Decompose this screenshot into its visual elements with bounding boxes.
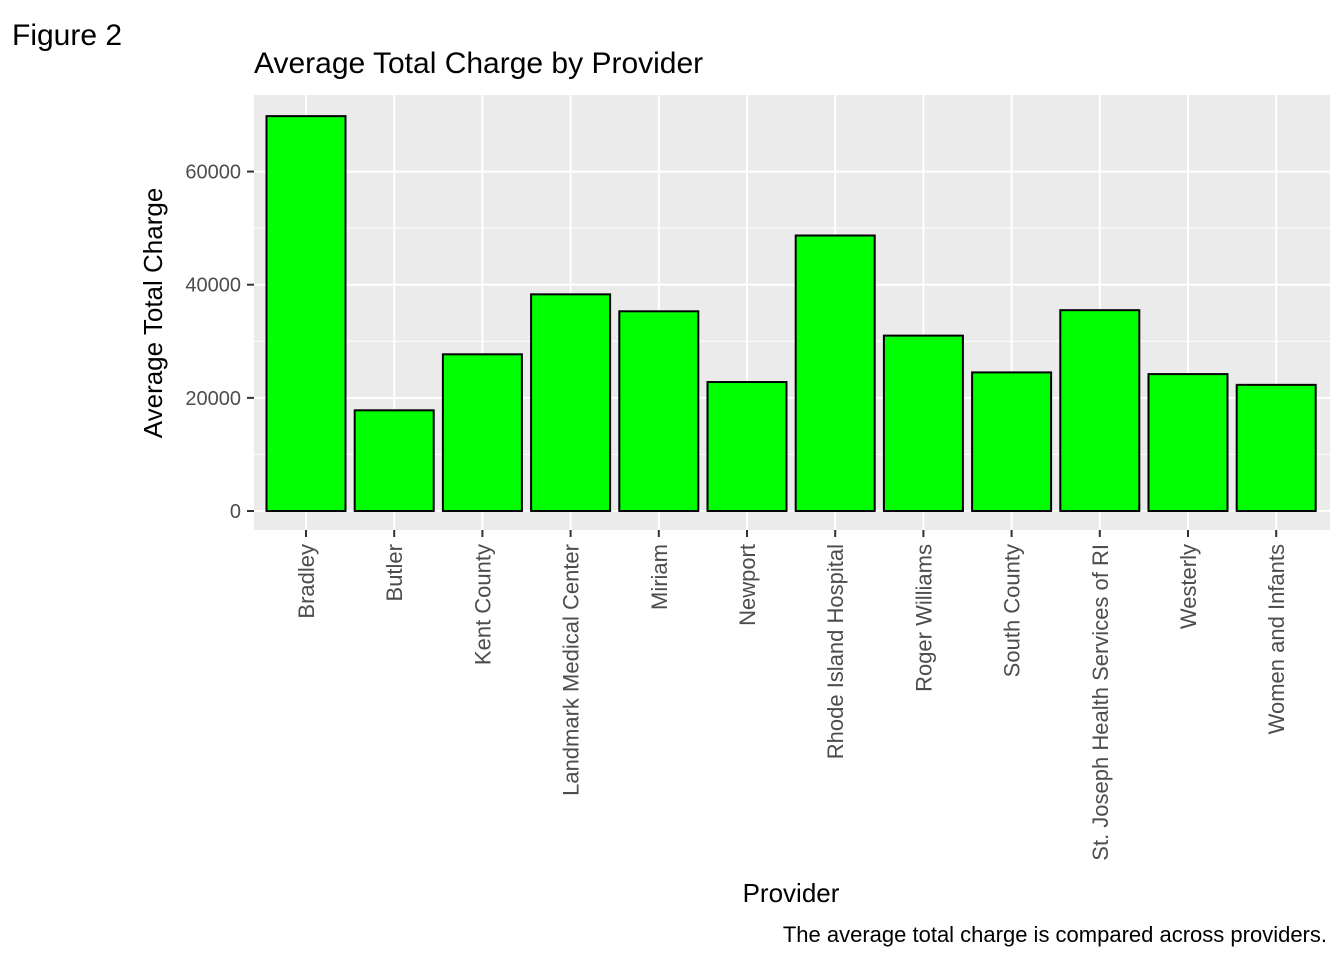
x-tick-label: Butler: [382, 544, 407, 601]
caption: The average total charge is compared acr…: [783, 922, 1327, 947]
y-tick-label: 60000: [185, 162, 241, 184]
y-tick-label: 40000: [185, 275, 241, 297]
bars: [265, 115, 1317, 513]
bar: [265, 115, 347, 512]
bar: [353, 409, 435, 512]
x-tick-label: Landmark Medical Center: [559, 544, 584, 796]
bar: [1059, 309, 1141, 512]
x-tick-label: Women and Infants: [1264, 544, 1289, 734]
y-axis: 0 20000 40000 60000: [185, 162, 254, 523]
bar: [971, 371, 1053, 512]
x-tick-label: South County: [1000, 544, 1025, 677]
x-tick-label: Miriam: [647, 544, 672, 610]
x-tick-label: Roger Williams: [911, 544, 936, 692]
bar: [882, 334, 964, 512]
chart-title: Average Total Charge by Provider: [254, 47, 703, 80]
y-axis-title: Average Total Charge: [138, 188, 168, 439]
y-tick-label: 20000: [185, 388, 241, 410]
x-tick-label: Rhode Island Hospital: [823, 544, 848, 759]
figure-label: Figure 2: [12, 19, 122, 52]
bar: [1235, 383, 1317, 512]
x-tick-label: St. Joseph Health Services of RI: [1088, 544, 1113, 861]
x-axis-title: Provider: [743, 878, 840, 908]
bar: [618, 310, 700, 512]
x-tick-label: Kent County: [470, 544, 495, 665]
bar: [530, 293, 612, 512]
x-tick-label: Bradley: [294, 544, 319, 619]
bar: [794, 234, 876, 513]
y-tick-label: 0: [230, 501, 241, 523]
bar: [441, 353, 523, 512]
x-tick-label: Newport: [735, 544, 760, 626]
bar: [706, 381, 788, 513]
x-axis: Bradley Butler Kent County Landmark Medical…: [294, 530, 1289, 861]
x-tick-label: Westerly: [1176, 544, 1201, 629]
bar: [1147, 373, 1229, 512]
